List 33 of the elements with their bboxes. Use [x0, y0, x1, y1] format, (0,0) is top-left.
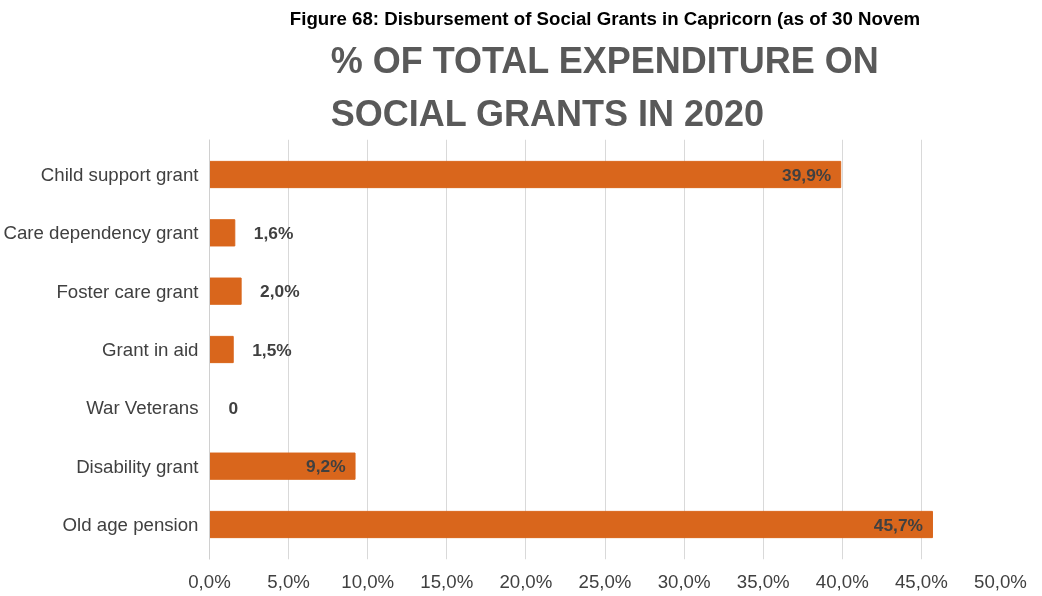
x-tick-label: 25,0% [578, 570, 632, 592]
bar [209, 510, 933, 539]
bar [209, 160, 842, 189]
x-tick-label: 20,0% [499, 570, 553, 592]
bar [209, 219, 236, 247]
data-label: 45,7% [873, 514, 923, 535]
data-label: 2,0% [260, 281, 300, 302]
x-tick-label: 15,0% [420, 570, 474, 592]
data-label: 1,6% [253, 222, 294, 243]
x-tick-label: 5,0% [267, 570, 310, 592]
x-tick-label: 40,0% [815, 570, 869, 592]
caption: Figure 68: Disbursement of Social Grants in Capricorn (as of 30 Novem [289, 7, 921, 29]
y-tick-label: Care dependency grant [3, 222, 200, 244]
chart-title: % OF TOTAL EXPENDITURE ON SOCIAL GRANTS IN 2020 [330, 40, 879, 135]
bar [209, 452, 356, 480]
y-tick-label: Disability grant [76, 455, 200, 477]
bar [209, 335, 234, 364]
x-tick-label: 30,0% [657, 570, 711, 592]
bar [209, 277, 242, 305]
y-tick-label: Old age pension [62, 514, 199, 535]
data-label: 0 [228, 397, 239, 418]
y-tick-label: Foster care grant [56, 280, 200, 302]
x-tick-label: 0,0% [188, 570, 231, 592]
data-label: 39,9% [782, 164, 832, 185]
x-tick-label: 50,0% [974, 570, 1027, 592]
y-tick-label: War Veterans [86, 397, 199, 419]
x-tick-label: 45,0% [894, 570, 948, 592]
x-tick-label: 35,0% [736, 570, 790, 592]
x-tick-label: 10,0% [341, 570, 395, 592]
y-tick-label: Child support grant [40, 164, 200, 185]
data-label: 9,2% [306, 456, 346, 477]
y-tick-label: Grant in aid [102, 339, 199, 360]
data-label: 1,5% [252, 339, 292, 360]
